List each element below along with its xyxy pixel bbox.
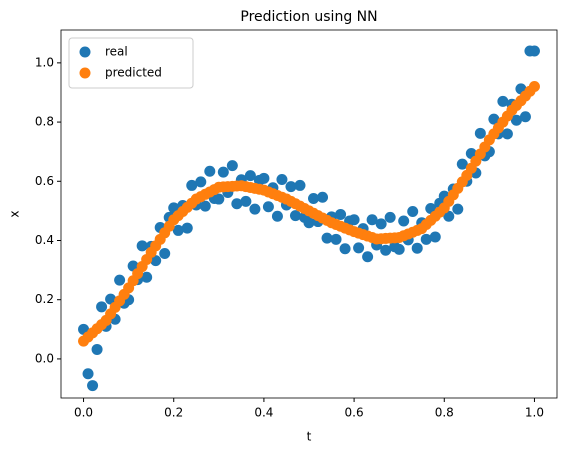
point xyxy=(474,127,486,139)
point xyxy=(510,114,522,126)
point xyxy=(393,243,405,255)
point xyxy=(289,210,301,222)
x-tick-label: 0.4 xyxy=(254,406,273,420)
y-tick-label: 0.6 xyxy=(35,174,54,188)
point xyxy=(244,170,256,182)
point xyxy=(114,274,126,286)
x-tick-label: 1.0 xyxy=(525,406,544,420)
point xyxy=(429,231,441,243)
chart-title: Prediction using NN xyxy=(240,9,377,25)
point xyxy=(375,218,387,230)
point xyxy=(172,224,184,236)
point xyxy=(380,244,392,256)
point xyxy=(87,380,99,392)
point xyxy=(141,271,153,283)
legend-marker xyxy=(79,46,91,58)
point xyxy=(330,233,342,245)
point xyxy=(488,113,500,125)
point xyxy=(528,81,540,93)
point xyxy=(362,251,374,263)
point xyxy=(501,128,513,140)
point xyxy=(249,203,261,215)
point xyxy=(181,222,193,234)
point xyxy=(456,158,468,170)
point xyxy=(411,242,423,254)
point xyxy=(294,179,306,191)
legend-marker xyxy=(79,67,91,79)
point xyxy=(91,343,103,355)
point xyxy=(136,240,148,252)
point xyxy=(398,215,410,227)
y-tick-label: 0.8 xyxy=(35,115,54,129)
point xyxy=(519,111,531,123)
point xyxy=(213,193,225,205)
y-tick-label: 0.0 xyxy=(35,351,54,365)
point xyxy=(195,176,207,188)
point xyxy=(348,214,360,226)
point xyxy=(159,248,171,260)
point xyxy=(303,217,315,229)
legend-box xyxy=(68,37,194,89)
point xyxy=(353,242,365,254)
point xyxy=(384,211,396,223)
y-tick-label: 1.0 xyxy=(35,55,54,69)
point xyxy=(420,233,432,245)
y-tick-label: 0.4 xyxy=(35,233,54,247)
point xyxy=(285,181,297,193)
plot-frame xyxy=(60,29,558,399)
x-tick-label: 0.6 xyxy=(345,406,364,420)
point xyxy=(321,232,333,244)
point xyxy=(407,205,419,217)
point xyxy=(240,195,252,207)
x-tick-label: 0.8 xyxy=(435,406,454,420)
legend-label: predicted xyxy=(105,66,162,80)
point xyxy=(366,214,378,226)
point xyxy=(204,165,216,177)
y-axis-label: x xyxy=(8,210,22,217)
point xyxy=(258,172,270,184)
point xyxy=(186,179,198,191)
point xyxy=(528,45,540,57)
legend-label: real xyxy=(105,45,128,59)
y-tick-label: 0.2 xyxy=(35,292,54,306)
point xyxy=(150,255,162,267)
point xyxy=(199,200,211,212)
point xyxy=(226,160,238,172)
point xyxy=(497,95,509,107)
point xyxy=(452,203,464,215)
x-axis-label: t xyxy=(307,430,312,444)
point xyxy=(82,368,94,380)
point xyxy=(335,208,347,220)
x-tick-label: 0.0 xyxy=(74,406,93,420)
point xyxy=(443,210,455,222)
point xyxy=(339,243,351,255)
point xyxy=(317,191,329,203)
point xyxy=(308,192,320,204)
point xyxy=(105,293,117,305)
point xyxy=(271,210,283,222)
point xyxy=(276,174,288,186)
x-tick-label: 0.2 xyxy=(164,406,183,420)
point xyxy=(262,201,274,213)
point xyxy=(217,166,229,178)
point xyxy=(231,198,243,210)
point xyxy=(96,301,108,313)
